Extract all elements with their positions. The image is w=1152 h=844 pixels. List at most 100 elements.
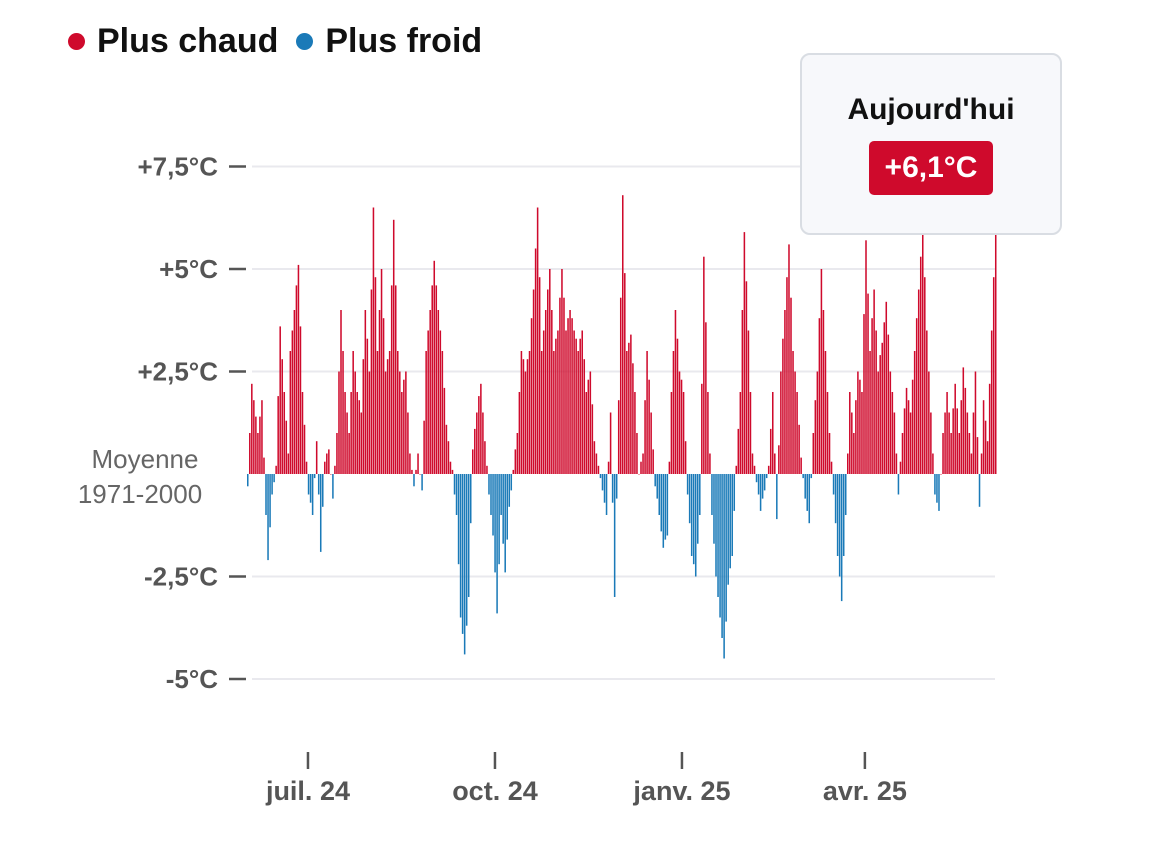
warm-bar xyxy=(646,351,648,474)
chart-legend: Plus chaud Plus froid xyxy=(68,22,500,61)
warm-bar xyxy=(638,474,640,475)
cold-bar xyxy=(611,474,614,503)
warm-bar xyxy=(607,461,610,474)
cold-bar xyxy=(605,474,608,515)
cold-dot-icon xyxy=(296,33,314,50)
warm-bar xyxy=(774,453,776,474)
warm-bar xyxy=(642,453,644,474)
cold-bar xyxy=(599,474,602,479)
cold-bar xyxy=(455,474,458,515)
legend-item-warm: Plus chaud xyxy=(68,22,278,61)
warm-bar xyxy=(561,269,563,474)
warm-bar xyxy=(342,351,344,474)
warm-bar xyxy=(330,474,332,475)
cold-bar xyxy=(776,474,778,520)
warm-bar xyxy=(887,334,890,474)
cold-bar xyxy=(699,474,701,515)
cold-bar xyxy=(601,474,604,491)
warm-bar xyxy=(382,318,385,474)
warm-bar xyxy=(830,461,833,474)
warm-bar xyxy=(670,392,673,474)
warm-bar xyxy=(984,420,987,474)
warm-bar xyxy=(536,207,539,474)
warm-bar xyxy=(516,433,519,474)
warm-bar xyxy=(701,383,703,474)
x-axis: juil. 24 oct. 24 janv. 25 avr. 25 xyxy=(265,752,907,806)
cold-bar xyxy=(763,474,766,491)
warm-bar xyxy=(334,465,336,474)
cold-bar xyxy=(666,474,669,536)
warm-bar xyxy=(747,330,750,474)
warm-bar xyxy=(474,428,476,474)
cold-bar xyxy=(269,474,271,528)
warm-bar xyxy=(324,461,326,474)
warm-bar xyxy=(589,371,592,474)
warm-bar xyxy=(275,465,277,474)
warm-bar xyxy=(553,351,555,474)
warm-bar xyxy=(871,318,873,474)
cold-bar xyxy=(725,474,727,622)
warm-bar xyxy=(301,392,304,474)
warm-bar xyxy=(597,465,600,474)
cold-bar xyxy=(759,474,762,511)
cold-bar xyxy=(690,474,693,556)
warm-bar xyxy=(788,244,790,474)
cold-bar xyxy=(313,474,316,479)
cold-bar xyxy=(810,474,813,479)
cold-bar xyxy=(319,474,322,552)
warm-bar xyxy=(962,367,965,474)
warm-bar xyxy=(917,289,920,474)
cold-bar xyxy=(656,474,658,499)
cold-bar xyxy=(307,474,310,495)
cold-bar xyxy=(332,474,334,499)
y-tick-label: +2,5°C xyxy=(137,357,218,387)
cold-bar xyxy=(273,474,275,483)
warm-bar xyxy=(577,351,579,474)
warm-bar xyxy=(326,453,328,474)
warm-bar xyxy=(853,433,855,474)
warm-bar xyxy=(950,433,952,474)
warm-bar xyxy=(405,371,407,474)
warm-bar xyxy=(745,281,748,474)
warm-bar xyxy=(648,379,650,474)
cold-bar xyxy=(467,474,470,597)
warm-bar xyxy=(816,371,819,474)
warm-bar xyxy=(305,461,308,474)
cold-bar xyxy=(713,474,715,544)
cold-bar xyxy=(504,474,506,573)
warm-bar xyxy=(277,396,279,474)
cold-bar xyxy=(658,474,661,515)
warm-bar xyxy=(879,355,881,474)
warm-bar xyxy=(863,314,865,474)
warm-bar xyxy=(769,428,772,474)
warm-bar xyxy=(822,310,825,474)
y-axis: +7,5°C +5°C +2,5°C -2,5°C -5°C xyxy=(137,152,246,694)
warm-bar xyxy=(885,301,888,474)
warm-bar xyxy=(889,371,892,474)
cold-bar xyxy=(842,474,845,556)
warm-bar xyxy=(530,318,533,474)
warm-bar xyxy=(772,392,774,474)
baseline-label-line-2: 1971-2000 xyxy=(78,479,202,509)
x-tick-label: avr. 25 xyxy=(823,776,907,806)
warm-bar xyxy=(547,289,549,474)
warm-bar xyxy=(958,433,961,474)
warm-bar xyxy=(915,318,918,474)
cold-bar xyxy=(804,474,806,499)
warm-bar xyxy=(954,383,956,474)
warm-bar xyxy=(796,392,798,474)
warm-bar xyxy=(532,289,535,474)
warm-bar xyxy=(875,330,877,474)
warm-bar xyxy=(970,453,973,474)
cold-bar xyxy=(731,474,733,556)
warm-bar xyxy=(737,428,740,474)
warm-bar xyxy=(956,408,958,474)
cold-bar xyxy=(421,474,423,491)
baseline-label-line-1: Moyenne xyxy=(92,444,199,474)
warm-bar xyxy=(520,351,523,474)
warm-bar xyxy=(753,465,756,474)
cold-bar xyxy=(802,474,804,479)
warm-bar xyxy=(386,359,389,474)
warm-bar xyxy=(859,379,861,474)
